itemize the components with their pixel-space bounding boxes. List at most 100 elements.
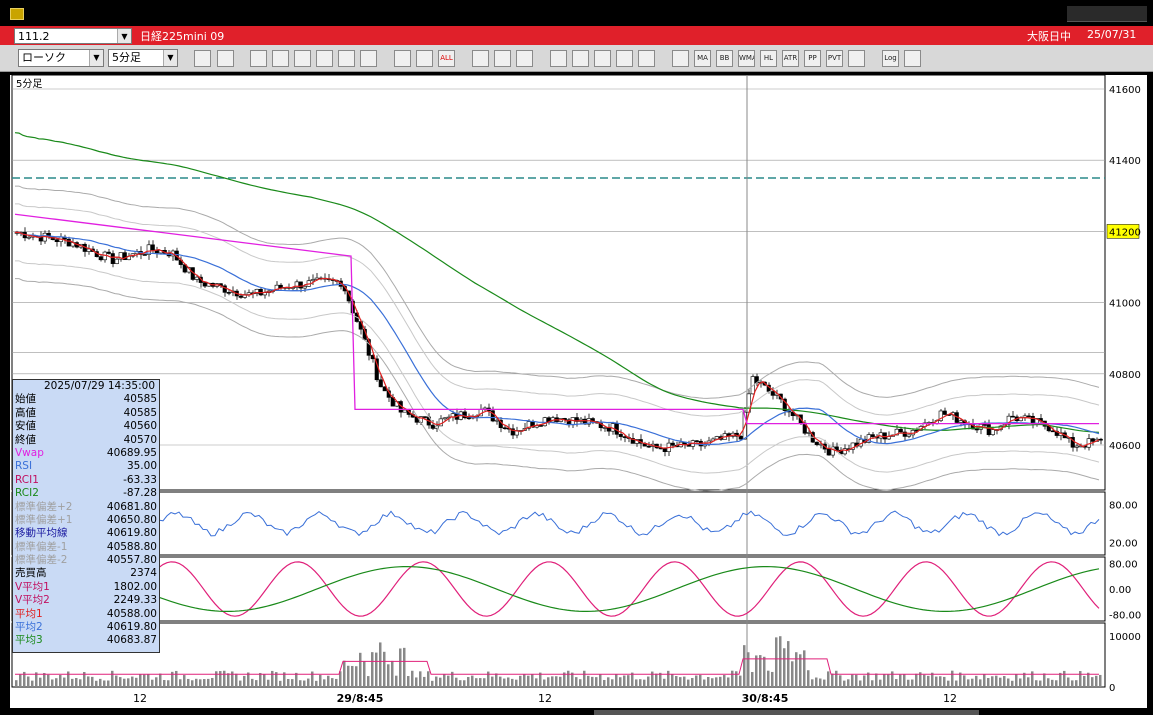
frame-icon[interactable] <box>848 50 865 67</box>
chart-svg[interactable]: 416004140041200410004080040600412005分足80… <box>10 74 1147 710</box>
plus-bar-icon[interactable] <box>394 50 411 67</box>
volume-bar <box>319 674 322 687</box>
draw-line-icon[interactable] <box>250 50 267 67</box>
candle-body <box>770 391 775 396</box>
all-icon[interactable]: ALL <box>438 50 455 67</box>
atr-icon[interactable]: ATR <box>782 50 799 67</box>
x-tick-label: 30/8:45 <box>742 692 789 705</box>
info-label: 標準偏差-2 <box>15 554 68 567</box>
app-icon[interactable] <box>10 8 24 20</box>
candle-body <box>226 292 231 294</box>
symbol-code-select[interactable]: 111.2 ▼ <box>14 28 132 44</box>
pvt-icon[interactable]: PVT <box>826 50 843 67</box>
ma-icon[interactable]: MA <box>694 50 711 67</box>
volume-bar <box>1055 680 1058 687</box>
chart-type-select[interactable]: ローソク ▼ <box>18 49 104 67</box>
pp-icon[interactable]: PP <box>804 50 821 67</box>
volume-bar <box>923 674 926 687</box>
chevron-down-icon[interactable]: ▼ <box>163 50 177 66</box>
price-tick-label: 41600 <box>1109 85 1141 96</box>
search-chart-icon[interactable] <box>572 50 589 67</box>
volume-bar <box>475 678 478 687</box>
candle-body <box>982 424 987 426</box>
compare-icon[interactable] <box>516 50 533 67</box>
note-icon[interactable] <box>338 50 355 67</box>
chart-icon[interactable] <box>594 50 611 67</box>
volume-bar <box>83 671 86 687</box>
volume-bar <box>763 656 766 687</box>
volume-bar <box>95 680 98 687</box>
volume-bar <box>707 677 710 687</box>
chevron-down-icon[interactable]: ▼ <box>89 50 103 66</box>
zoom-icon[interactable] <box>194 50 211 67</box>
volume-bar <box>431 680 434 687</box>
minus-bar-icon[interactable] <box>416 50 433 67</box>
cursor-icon[interactable] <box>294 50 311 67</box>
volume-bar <box>891 671 894 687</box>
timeframe-select[interactable]: 5分足 ▼ <box>108 49 178 67</box>
volume-bar <box>767 670 770 687</box>
info-label: 終値 <box>15 433 36 446</box>
horizontal-scrollbar[interactable] <box>0 708 1153 715</box>
undo-icon[interactable] <box>316 50 333 67</box>
candle-body <box>510 428 515 436</box>
candle-body <box>1090 438 1095 442</box>
bb-icon[interactable]: BB <box>716 50 733 67</box>
log-icon[interactable]: Log <box>882 50 899 67</box>
info-label: RCI2 <box>15 487 39 500</box>
volume-bar <box>827 671 830 687</box>
blank-icon[interactable] <box>638 50 655 67</box>
volume-bar <box>743 645 746 687</box>
volume-bar <box>651 671 654 687</box>
volume-bar <box>1039 680 1042 687</box>
volume-bar <box>963 675 966 687</box>
export-icon[interactable] <box>904 50 921 67</box>
volume-bar <box>599 674 602 687</box>
chart-area[interactable]: 416004140041200410004080040600412005分足80… <box>10 74 1147 710</box>
volume-bar <box>987 678 990 687</box>
chevron-down-icon[interactable]: ▼ <box>117 29 131 43</box>
candle-body <box>294 281 299 288</box>
volume-bar <box>183 675 186 687</box>
trash-icon[interactable] <box>360 50 377 67</box>
info-row: 高値 40585 <box>13 407 159 420</box>
info-row: 売買高 2374 <box>13 567 159 580</box>
rci-tick-label: 80.00 <box>1109 559 1138 570</box>
info-value: -87.28 <box>123 487 157 500</box>
info-label: 標準偏差+2 <box>15 500 73 513</box>
info-value: 40650.80 <box>106 513 157 526</box>
volume-bar <box>679 677 682 687</box>
candle-body <box>782 398 787 411</box>
info-value: 40588.00 <box>106 607 157 620</box>
pen-icon[interactable] <box>272 50 289 67</box>
tools-icon[interactable] <box>494 50 511 67</box>
volume-bar <box>91 676 94 687</box>
volume-bar <box>1067 677 1070 687</box>
settings-icon[interactable] <box>472 50 489 67</box>
window-icon[interactable] <box>217 50 234 67</box>
arrow-icon[interactable] <box>616 50 633 67</box>
volume-bar <box>455 677 458 687</box>
candle-body <box>462 411 467 419</box>
volume-bar <box>235 673 238 687</box>
sma-icon[interactable] <box>672 50 689 67</box>
candle-body <box>882 432 887 440</box>
candle-body <box>714 436 719 440</box>
wma-icon[interactable]: WMA <box>738 50 755 67</box>
x-tick-label: 12 <box>943 692 957 705</box>
volume-bar <box>583 670 586 687</box>
scroll-thumb[interactable] <box>594 710 979 715</box>
volume-bar <box>519 675 522 687</box>
volume-bar <box>335 678 338 687</box>
current-price-label: 41200 <box>1109 227 1141 238</box>
volume-bar <box>243 675 246 687</box>
window-controls[interactable] <box>1067 6 1147 22</box>
download-icon[interactable] <box>550 50 567 67</box>
volume-bar <box>51 679 54 687</box>
volume-bar <box>43 672 46 687</box>
candle-body <box>974 428 979 431</box>
volume-bar <box>727 677 730 687</box>
volume-bar <box>799 654 802 687</box>
volume-bar <box>435 676 438 687</box>
hl-icon[interactable]: HL <box>760 50 777 67</box>
